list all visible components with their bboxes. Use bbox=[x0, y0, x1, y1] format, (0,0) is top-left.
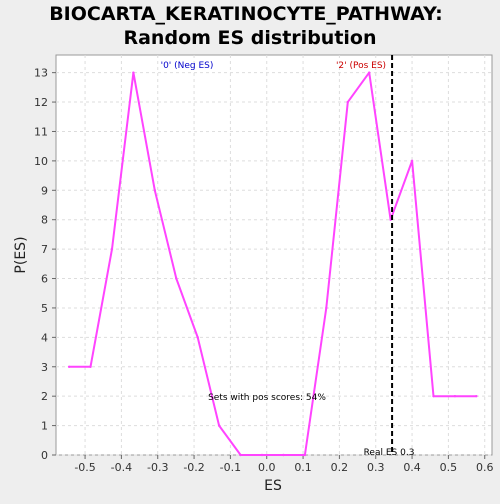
data-point bbox=[67, 365, 71, 368]
x-tick-label: -0.1 bbox=[220, 461, 241, 474]
x-tick-label: 0.4 bbox=[403, 461, 421, 474]
y-tick-label: 5 bbox=[41, 302, 48, 315]
tick-layer: -0.5 -0.4 -0.3 -0.2 -0.1 0.0 0.1 0.2 0.3 0.4 0.5 0.… bbox=[34, 67, 493, 474]
data-point bbox=[196, 336, 199, 339]
series-layer bbox=[67, 71, 478, 457]
pos-scores-annotation: Sets with pos scores: 54% bbox=[208, 393, 326, 403]
data-point bbox=[260, 453, 264, 457]
data-point bbox=[110, 247, 114, 251]
y-tick-label: 7 bbox=[41, 243, 48, 256]
data-point bbox=[410, 159, 414, 163]
data-point bbox=[453, 394, 457, 398]
x-tick-label: 0.0 bbox=[258, 461, 276, 474]
data-point bbox=[282, 453, 285, 457]
neg-es-label: '0' (Neg ES) bbox=[161, 61, 214, 71]
x-axis-title: ES bbox=[264, 478, 282, 494]
data-point bbox=[217, 424, 221, 427]
y-tick-label: 2 bbox=[41, 390, 48, 403]
x-tick-label: 0.1 bbox=[294, 461, 312, 474]
x-tick-label: -0.5 bbox=[74, 461, 95, 474]
y-tick-label: 11 bbox=[34, 125, 48, 138]
x-tick-label: 0.5 bbox=[440, 461, 458, 474]
series-line bbox=[69, 71, 477, 456]
y-tick-label: 4 bbox=[41, 331, 48, 344]
x-tick-label: -0.2 bbox=[183, 461, 204, 474]
x-tick-label: -0.3 bbox=[147, 461, 168, 474]
data-point bbox=[432, 394, 435, 398]
y-tick-label: 8 bbox=[41, 214, 48, 227]
data-point bbox=[346, 100, 349, 104]
data-point bbox=[175, 277, 178, 280]
data-point bbox=[325, 306, 328, 310]
x-tick-label: 0.6 bbox=[476, 461, 494, 474]
x-tick-label: -0.4 bbox=[111, 461, 132, 474]
real-es-label: Real ES 0.3 bbox=[364, 448, 415, 458]
y-tick-label: 9 bbox=[41, 184, 48, 197]
y-tick-label: 10 bbox=[34, 155, 48, 168]
data-point bbox=[475, 394, 478, 398]
pos-es-label: '2' (Pos ES) bbox=[336, 61, 386, 71]
x-tick-label: 0.3 bbox=[367, 461, 385, 474]
data-point bbox=[303, 453, 307, 457]
data-point bbox=[153, 189, 157, 192]
data-point bbox=[89, 365, 92, 368]
chart-title-line-1: BIOCARTA_KERATINOCYTE_PATHWAY: bbox=[49, 3, 443, 25]
plot-area bbox=[55, 54, 493, 456]
x-tick-label: 0.2 bbox=[331, 461, 349, 474]
y-axis-title: P(ES) bbox=[13, 236, 29, 273]
y-tick-label: 13 bbox=[34, 67, 48, 80]
data-point bbox=[239, 453, 242, 457]
y-tick-label: 6 bbox=[41, 273, 48, 286]
y-tick-label: 12 bbox=[34, 96, 48, 109]
y-tick-label: 3 bbox=[41, 361, 48, 374]
chart-title-line-2: Random ES distribution bbox=[123, 27, 376, 49]
y-tick-label: 1 bbox=[41, 420, 48, 433]
data-point bbox=[132, 71, 135, 74]
data-point bbox=[367, 71, 371, 74]
y-tick-label: 0 bbox=[41, 449, 48, 462]
